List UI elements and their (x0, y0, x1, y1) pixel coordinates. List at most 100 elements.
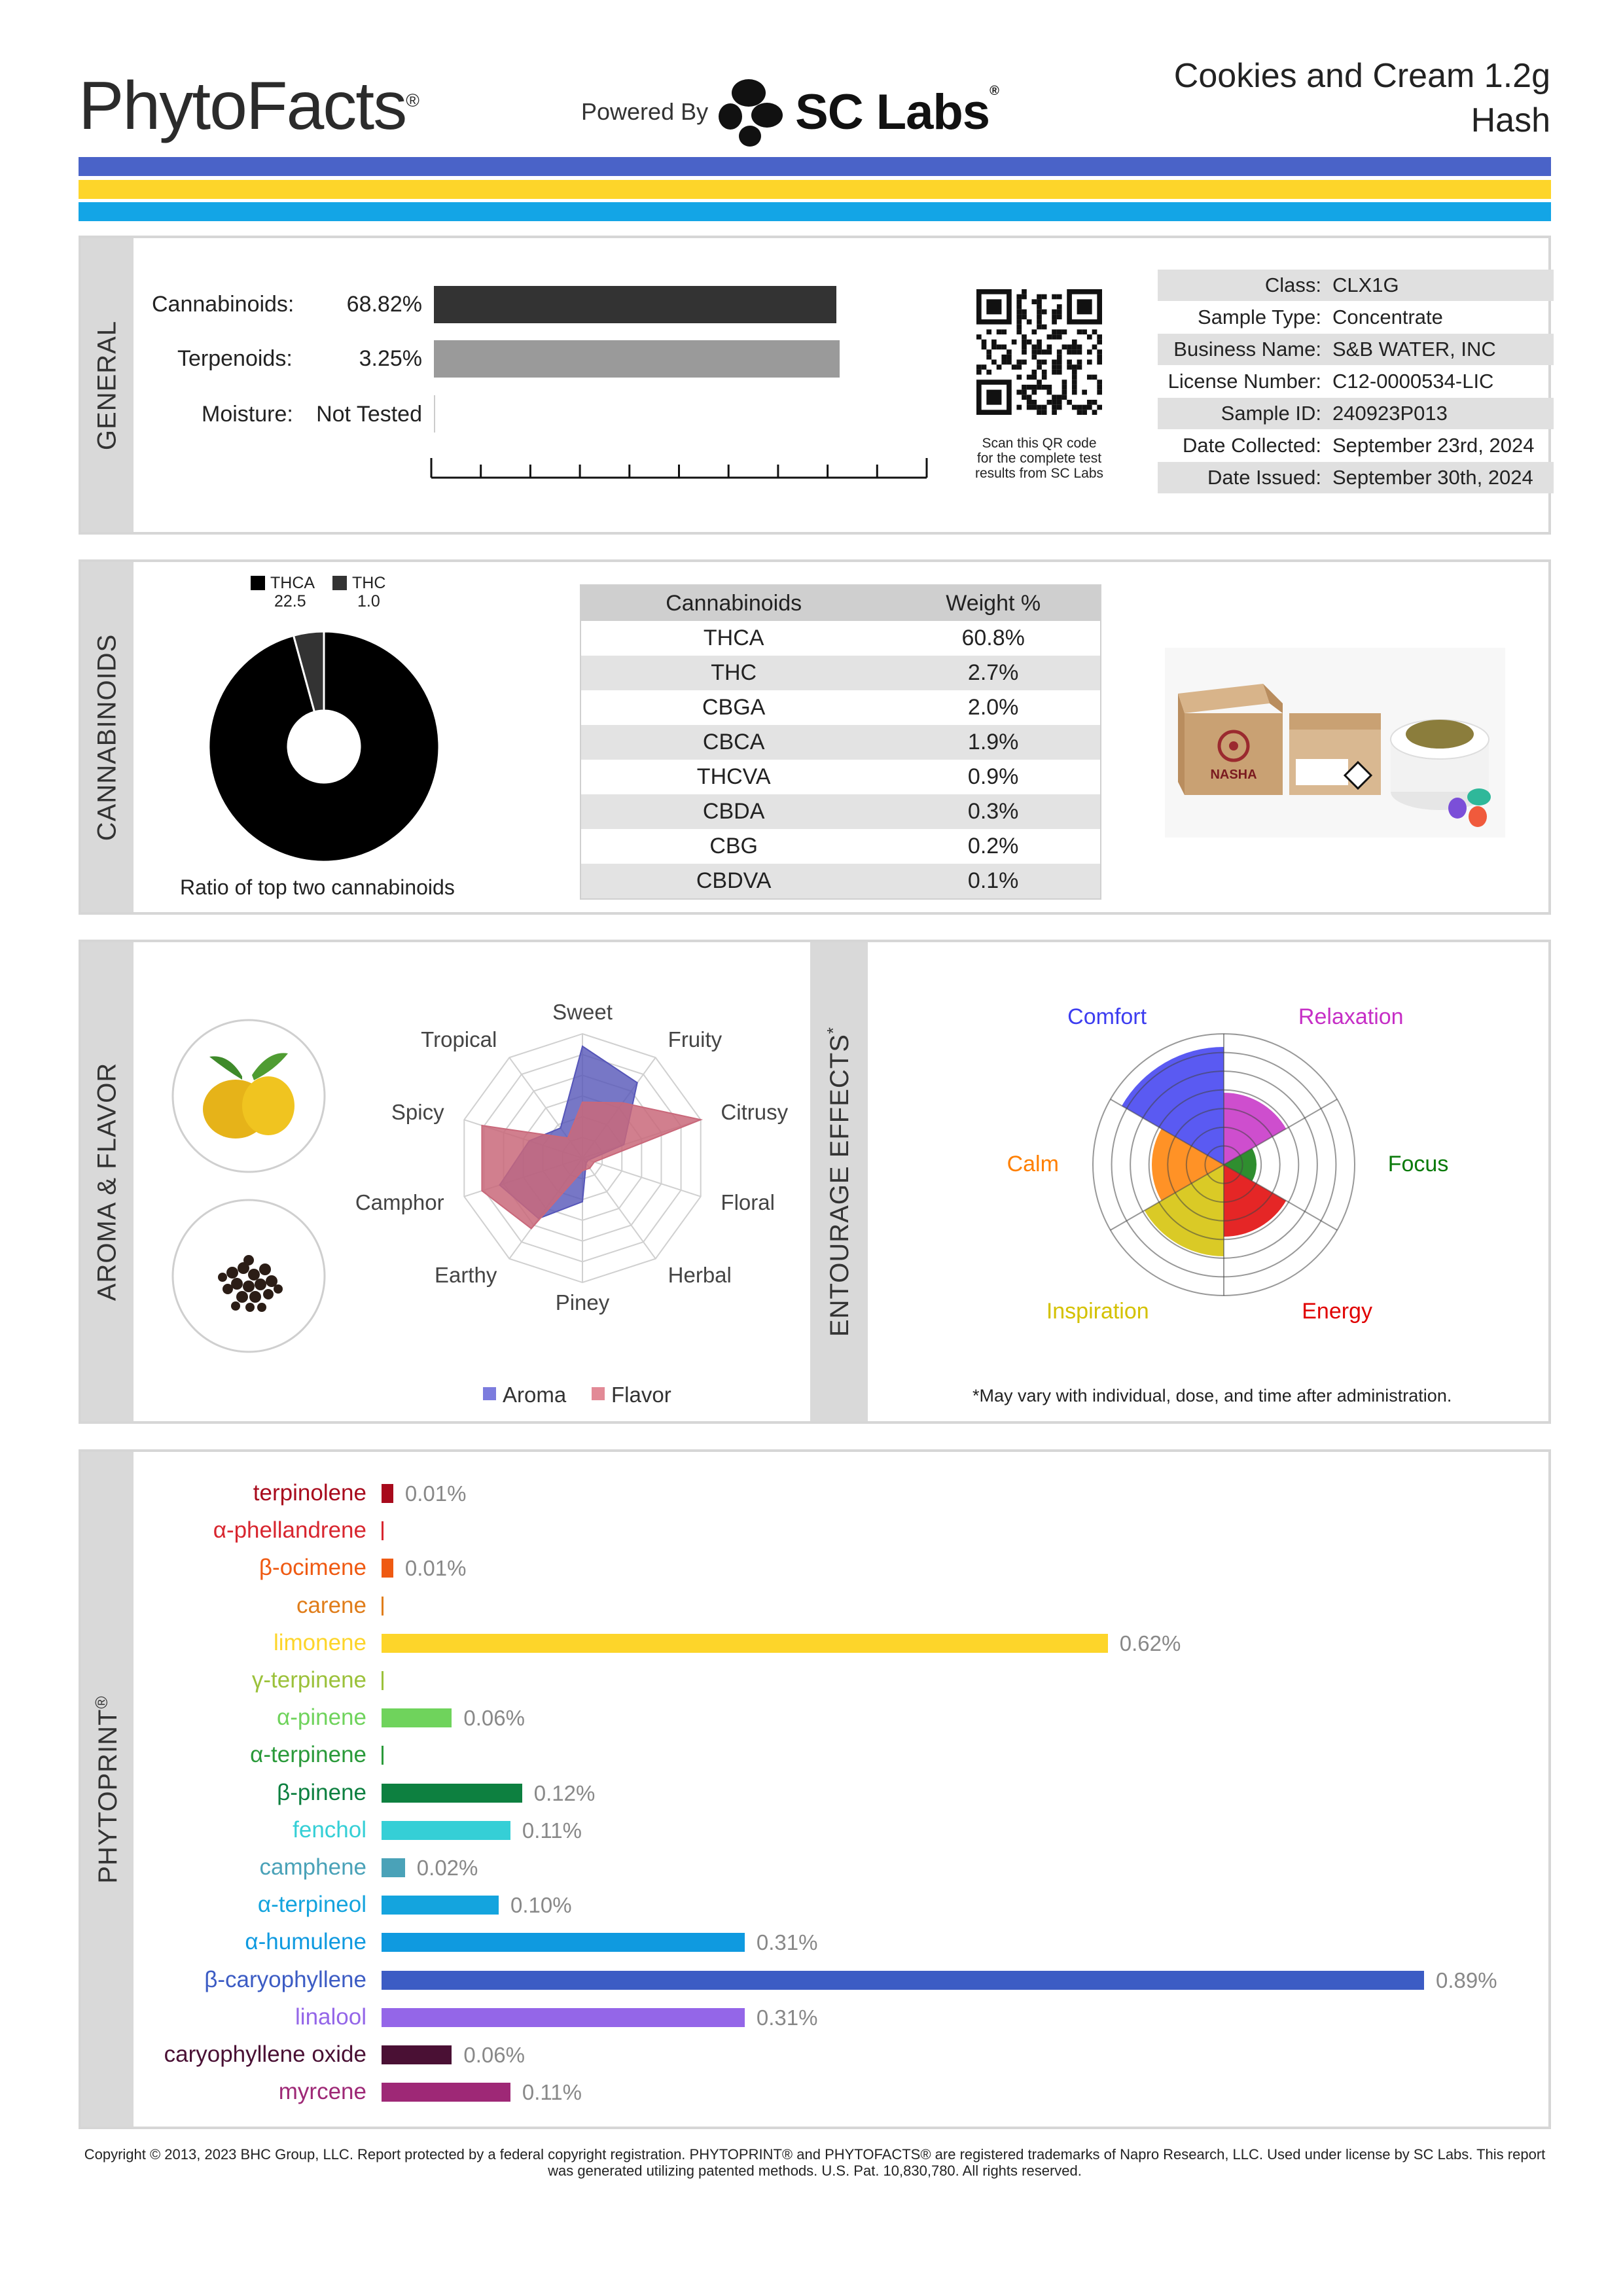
aroma-sidebar: AROMA & FLAVOR (81, 942, 134, 1421)
terpene-value: 0.01% (404, 1556, 467, 1581)
table-row: CBCA 1.9% (580, 725, 1101, 760)
effect-label: Comfort (1067, 1004, 1147, 1029)
terpenoids-total: 3.25% (359, 346, 422, 371)
phytoprint-sidebar: PHYTOPRINT® (81, 1452, 134, 2127)
terpene-bar (382, 2045, 452, 2064)
cannabinoid-weight: 1.9% (886, 725, 1101, 760)
lab-mark: ® (990, 84, 999, 98)
phytoprint-panel (79, 1449, 1551, 2129)
phytoprint-label-mark: ® (91, 1695, 111, 1709)
entourage-note: *May vary with individual, dose, and tim… (972, 1386, 1452, 1405)
terpene-bar (382, 1820, 510, 1840)
effect-label: Inspiration (1046, 1299, 1149, 1324)
stripe-cyan (79, 202, 1551, 221)
info-value: C12-0000534-LIC (1332, 370, 1494, 393)
radar-axis-label: Piney (555, 1290, 610, 1315)
brand-mark: ® (406, 90, 419, 111)
cannabinoid-weight: 60.8% (961, 626, 1025, 650)
cannabinoids-label: Cannabinoids: (152, 292, 294, 317)
radar-axis-label: Floral (721, 1190, 775, 1214)
product-name: Cookies and Cream 1.2g (1173, 57, 1550, 95)
donut-legend: THCA 22.5 THC 1.0 (251, 574, 421, 615)
cannabinoid-name: THC (580, 656, 887, 690)
legend-flavor-swatch (592, 1387, 605, 1400)
footer-copyright: Copyright © 2013, 2023 BHC Group, LLC. R… (84, 2146, 1546, 2180)
brand-logo: PhytoFacts® (79, 72, 419, 140)
qr-code[interactable] (976, 289, 1102, 415)
info-row-class: Class: CLX1G (1158, 270, 1554, 301)
cannabinoid-weight: 2.0% (967, 695, 1019, 720)
terpene-bar (382, 1484, 393, 1503)
qr-caption-line: results from SC Labs (974, 466, 1104, 482)
cannabinoid-ratio-donut (207, 630, 440, 863)
qr-caption: Scan this QR code for the complete test … (949, 436, 1130, 481)
cannabinoids-section-label: CANNABINOIDS (92, 633, 122, 841)
radar-axis-label: Spicy (391, 1100, 444, 1125)
terpene-value: 0.11% (522, 2080, 582, 2105)
terpene-name: terpinolene (253, 1480, 366, 1506)
info-value: September 23rd, 2024 (1332, 434, 1535, 457)
terpene-name: α-humulene (245, 1929, 366, 1955)
terpene-name: α-terpineol (257, 1892, 366, 1918)
table-row: THC 2.7% (580, 656, 1101, 690)
info-value: CLX1G (1332, 274, 1399, 296)
donut-slice-thc (292, 630, 325, 713)
cannabinoid-name: CBCA (580, 725, 887, 760)
terpene-name: α-pinene (277, 1704, 366, 1731)
cannabinoid-weight: 0.3% (886, 794, 1101, 829)
terpene-name: β-caryophyllene (204, 1966, 366, 1992)
terpene-name: α-phellandrene (213, 1517, 366, 1544)
polar-spoke (1223, 1099, 1338, 1165)
terpene-bar (382, 1633, 1108, 1653)
cannabinoid-weight: 0.2% (967, 834, 1019, 858)
terpene-value: 0.06% (463, 1706, 525, 1731)
terpene-bar (382, 1746, 383, 1765)
table-row: CBDVA 0.1% (580, 864, 1101, 899)
effect-wedge-calm (1152, 1129, 1224, 1201)
table-row: THCVA 0.9% (580, 760, 1101, 794)
legend-value-thc: 1.0 (357, 592, 380, 610)
terpene-bar (382, 1970, 1424, 1990)
terpene-value: 0.31% (756, 1930, 818, 1955)
radar-axis-label: Citrusy (721, 1100, 789, 1125)
terpene-bar (382, 1783, 522, 1803)
legend-swatch-thc (332, 576, 347, 590)
terpene-value: 0.02% (416, 1856, 478, 1880)
radar-axis-label: Fruity (668, 1027, 722, 1052)
effect-label: Relaxation (1298, 1004, 1404, 1029)
info-key: Sample Type: (1198, 306, 1321, 328)
info-key: Date Issued: (1207, 466, 1321, 489)
cannabinoid-weight: 0.1% (886, 864, 1101, 899)
phytoprint-label-text: PHYTOPRINT (94, 1708, 123, 1884)
cannabinoids-table: Cannabinoids Weight % THCA 60.8% THC 2.7% CBG… (580, 584, 1101, 900)
table-row: THCA 60.8% (580, 621, 1101, 656)
cannabinoid-name: CBDVA (580, 864, 887, 899)
radar-axis-label: Tropical (421, 1027, 497, 1052)
lab-name-text: SC Labs (795, 84, 990, 140)
package-brand-text: NASHA (1210, 768, 1257, 782)
moisture-bar (434, 395, 435, 433)
terpene-bar (382, 1521, 383, 1541)
cannabinoid-name: THCVA (696, 764, 771, 789)
table-row: CBG 0.2% (580, 829, 1101, 864)
entourage-label-text: ENTOURAGE EFFECTS (825, 1034, 855, 1337)
legend-aroma-label: Aroma (503, 1383, 567, 1407)
polar-spoke (1110, 1099, 1224, 1165)
terpene-bar (382, 1596, 383, 1616)
lemon-icon (171, 1019, 326, 1173)
effect-wedge-focus (1224, 1148, 1257, 1181)
legend-name-thc: THC (352, 574, 386, 592)
info-key: Business Name: (1173, 338, 1321, 361)
legend-aroma-swatch (483, 1387, 496, 1400)
terpene-bar (382, 1896, 499, 1915)
terpene-value: 0.01% (404, 1481, 467, 1506)
terpene-value: 0.62% (1119, 1631, 1181, 1655)
terpene-name: α-terpinene (250, 1742, 366, 1768)
info-row-date-collected: Date Collected: September 23rd, 2024 (1158, 430, 1554, 461)
terpene-name: β-ocimene (259, 1555, 366, 1581)
terpene-value: 0.89% (1436, 1968, 1497, 1992)
entourage-effects-chart (1092, 1033, 1355, 1296)
terpene-bar (382, 1858, 405, 1877)
terpene-name: camphene (259, 1854, 366, 1880)
radar-axis-label: Earthy (434, 1262, 497, 1287)
